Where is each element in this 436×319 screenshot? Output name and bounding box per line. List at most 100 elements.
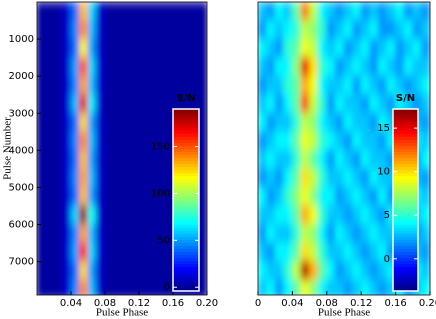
heatmap-cell <box>369 242 379 263</box>
heatmap-cell <box>291 279 302 295</box>
heatmap-cell <box>334 38 345 59</box>
heatmap-cell <box>104 94 114 114</box>
heatmap-cell <box>87 38 97 59</box>
colorbar-tick-label: 10 <box>377 167 390 178</box>
heatmap-cell <box>62 112 72 133</box>
heatmap-cell <box>326 261 336 281</box>
colorbar-segment <box>393 224 418 228</box>
y-tick-label: 1000 <box>9 34 34 45</box>
heatmap-cell <box>37 20 46 40</box>
heatmap-cell <box>104 168 114 188</box>
heatmap-cell <box>283 2 293 22</box>
colorbar-segment <box>173 281 199 286</box>
y-tick-label: 5000 <box>9 182 34 193</box>
heatmap-cell <box>403 75 414 96</box>
heatmap-cell <box>130 131 140 151</box>
heatmap-cell <box>309 279 319 295</box>
colorbar-segment <box>393 275 418 280</box>
heatmap-cell <box>309 38 319 59</box>
heatmap-cell <box>37 94 46 114</box>
heatmap-cell <box>130 2 140 22</box>
colorbar-segment <box>393 236 418 240</box>
heatmap-cell <box>104 20 114 40</box>
heatmap-cell <box>155 261 165 281</box>
heatmap-cell <box>62 168 72 188</box>
heatmap-cell <box>96 242 106 263</box>
heatmap-cell <box>266 38 276 59</box>
heatmap-cell <box>62 2 72 22</box>
heatmap-cell <box>121 131 131 151</box>
heatmap-cell <box>198 186 207 207</box>
colorbar-segment <box>173 187 199 192</box>
heatmap-cell <box>147 94 157 114</box>
plot-frame <box>36 1 208 296</box>
heatmap-cell <box>113 186 123 207</box>
heatmap-cell <box>395 38 405 59</box>
heatmap-cell <box>420 242 430 263</box>
heatmap-cell <box>377 261 388 281</box>
heatmap-cell <box>274 279 285 295</box>
heatmap-cell <box>70 112 80 133</box>
heatmap-cell <box>283 279 293 295</box>
y-tick-label: 7000 <box>9 257 34 268</box>
heatmap-cell <box>274 131 285 151</box>
colorbar-tick-label: 5 <box>384 210 390 221</box>
heatmap-cell <box>104 242 114 263</box>
colorbar-segment <box>393 206 418 210</box>
heatmap-cell <box>309 2 319 22</box>
heatmap-cell <box>300 149 311 170</box>
heatmap-cell <box>291 205 302 226</box>
heatmap-cell <box>62 38 72 59</box>
colorbar-segment <box>173 215 199 219</box>
heatmap-cell <box>164 279 174 295</box>
heatmap-cell <box>291 2 302 22</box>
heatmap-cell <box>326 75 336 96</box>
colorbar-segment <box>393 218 418 222</box>
colorbar-segment <box>393 212 418 216</box>
heatmap-cell <box>274 57 285 77</box>
heatmap-cell <box>147 279 157 295</box>
heatmap-cell <box>300 131 311 151</box>
heatmap-cell <box>274 149 285 170</box>
heatmap-cell <box>70 75 80 96</box>
heatmap-cell <box>266 242 276 263</box>
heatmap-cell <box>352 94 362 114</box>
heatmap-cell <box>130 224 140 244</box>
heatmap-cell <box>360 2 371 22</box>
colorbar-segment <box>173 193 199 198</box>
colorbar-segment <box>393 178 418 183</box>
heatmap-cell <box>291 57 302 77</box>
heatmap-cell <box>412 20 422 40</box>
colorbar-segment <box>173 181 199 186</box>
colorbar-segment <box>173 154 199 159</box>
heatmap-cell <box>70 38 80 59</box>
heatmap-cell <box>352 38 362 59</box>
heatmap-cell <box>147 149 157 170</box>
colorbar-segment <box>173 148 199 152</box>
colorbar-segment <box>173 275 199 280</box>
heatmap-cell <box>130 279 140 295</box>
heatmap-cell <box>96 224 106 244</box>
colorbar-frame <box>392 108 419 292</box>
heatmap-cell <box>309 186 319 207</box>
heatmap-cell <box>360 75 371 96</box>
heatmap-cell <box>283 57 293 77</box>
heatmap-cell <box>343 168 354 188</box>
heatmap-cell <box>360 168 371 188</box>
heatmap-cell <box>326 168 336 188</box>
heatmap-cell <box>377 112 388 133</box>
colorbar-segment <box>393 287 418 292</box>
colorbar-segment <box>393 109 418 113</box>
colorbar-segment <box>173 224 199 228</box>
heatmap-cell <box>420 38 430 59</box>
heatmap-cell <box>300 20 311 40</box>
heatmap-cell <box>266 112 276 133</box>
heatmap-cell <box>360 205 371 226</box>
heatmap-cell <box>96 261 106 281</box>
heatmap-cell <box>377 75 388 96</box>
heatmap-cell <box>420 57 430 77</box>
heatmap-cell <box>334 186 345 207</box>
colorbar-segment <box>173 151 199 155</box>
heatmap-cell <box>62 149 72 170</box>
heatmap-cell <box>155 224 165 244</box>
